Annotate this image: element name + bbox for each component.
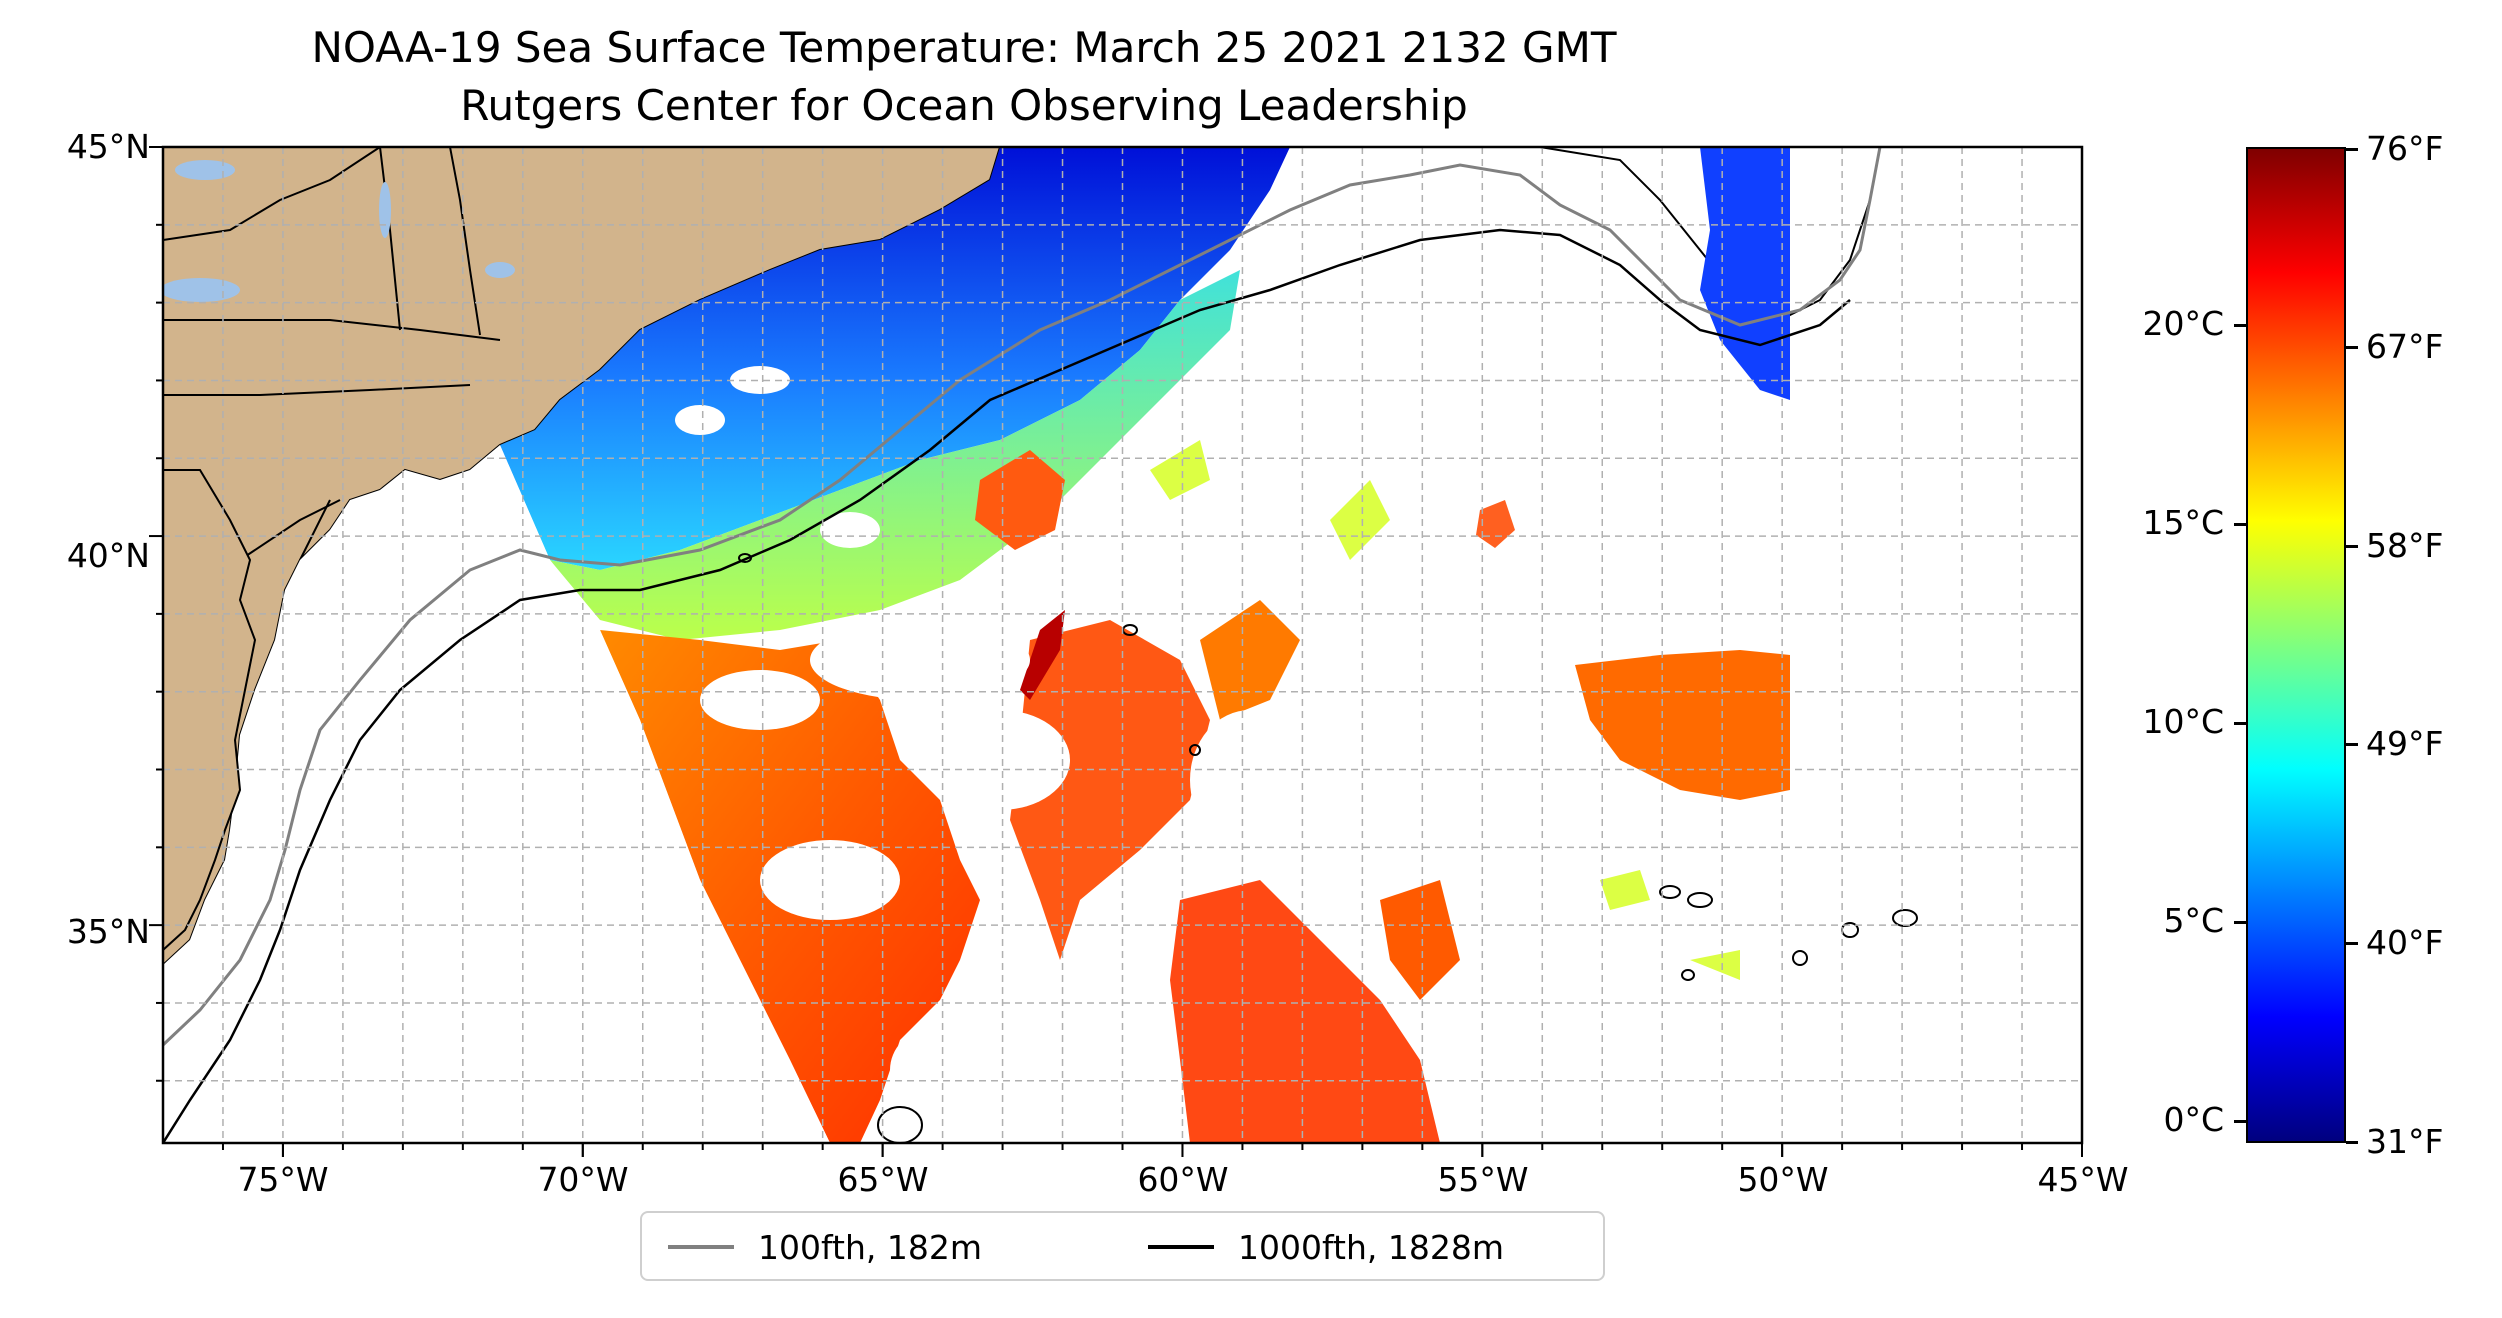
lon-label-55w: 55°W [1437, 1160, 1529, 1199]
cb-mark-0c [2234, 1120, 2246, 1123]
cb-mark-40f [2346, 942, 2358, 945]
legend-swatch-1000fth [1148, 1245, 1214, 1249]
lon-label-50w: 50°W [1737, 1160, 1829, 1199]
cb-label-10c: 10°C [2142, 702, 2224, 741]
cloud-mask [675, 366, 1390, 1110]
cb-mark-31f [2346, 1141, 2358, 1144]
plot-frame [161, 145, 2084, 1145]
cb-mark-58f [2346, 545, 2358, 548]
sst-warm-patch-center [1010, 620, 1210, 960]
sst-gulf-stream-dark [1020, 610, 1065, 700]
cb-mark-10c [2234, 722, 2246, 725]
lon-label-65w: 65°W [837, 1160, 929, 1199]
lat-label-45n: 45°N [66, 127, 150, 166]
sst-warm-streak-2 [1380, 880, 1460, 1000]
legend-label-100fth: 100fth, 182m [758, 1227, 982, 1267]
cb-label-40f: 40°F [2366, 923, 2444, 962]
legend-item-100fth: 100fth, 182m [668, 1225, 982, 1269]
cb-label-20c: 20°C [2142, 304, 2224, 343]
sst-cold-shelf [500, 147, 1290, 570]
land-redraw-south [163, 469, 257, 952]
map-subtitle: Rutgers Center for Ocean Observing Leade… [460, 81, 1468, 130]
sst-warm-patch-east [1575, 650, 1790, 800]
map-title: NOAA-19 Sea Surface Temperature: March 2… [311, 23, 1617, 72]
sst-warm-core-ring [975, 450, 1065, 550]
cb-label-31f: 31°F [2366, 1122, 2444, 1161]
cb-mark-20c [2234, 324, 2246, 327]
cb-mark-76f [2346, 148, 2358, 151]
sst-slope-water [550, 270, 1240, 640]
cb-mark-49f [2346, 743, 2358, 746]
lat-label-40n: 40°N [66, 536, 150, 575]
contour-100fth [163, 147, 1882, 1047]
cb-mark-5c [2234, 921, 2246, 924]
cb-mark-15c [2234, 523, 2246, 526]
contour-1000fth [163, 228, 1851, 1143]
legend: 100fth, 182m 1000fth, 1828m [640, 1211, 1605, 1281]
cb-label-5c: 5°C [2163, 901, 2224, 940]
cb-label-58f: 58°F [2366, 526, 2444, 565]
lon-label-75w: 75°W [237, 1160, 329, 1199]
sst-warm-patch-south [1170, 880, 1440, 1143]
state-borders [163, 147, 501, 816]
legend-swatch-100fth [668, 1245, 734, 1249]
legend-label-1000fth: 1000fth, 1828m [1238, 1227, 1504, 1267]
lakes [163, 160, 515, 302]
cb-label-67f: 67°F [2366, 327, 2444, 366]
lon-label-60w: 60°W [1137, 1160, 1229, 1199]
lon-label-45w: 45°W [2037, 1160, 2129, 1199]
gridlines [163, 147, 2082, 1143]
swath-edge-mask [163, 147, 830, 1143]
lat-label-35n: 35°N [66, 912, 150, 951]
cb-label-0c: 0°C [2163, 1100, 2224, 1139]
cb-mark-67f [2346, 346, 2358, 349]
colorbar [2246, 147, 2346, 1143]
cb-label-49f: 49°F [2366, 724, 2444, 763]
cb-label-15c: 15°C [2142, 503, 2224, 542]
legend-item-1000fth: 1000fth, 1828m [1148, 1225, 1504, 1269]
sst-warm-streak-1 [1200, 600, 1300, 720]
lon-label-70w: 70°W [537, 1160, 629, 1199]
cb-label-76f: 76°F [2366, 129, 2444, 168]
